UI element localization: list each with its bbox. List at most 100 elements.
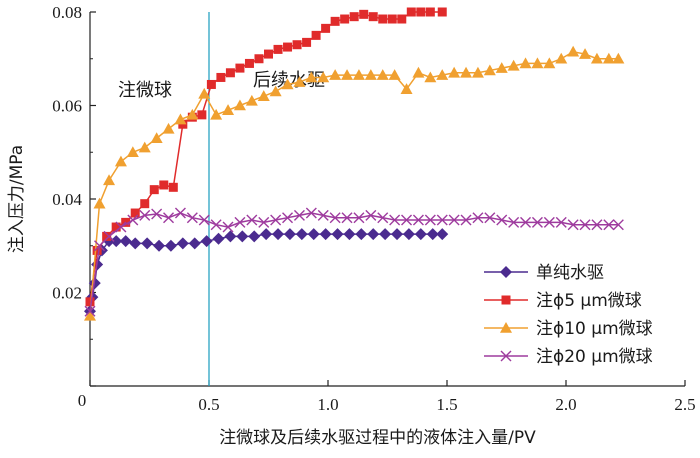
data-point xyxy=(341,69,354,80)
data-point xyxy=(376,69,389,80)
data-point xyxy=(141,237,154,250)
point-stroke xyxy=(198,214,210,226)
series-4 xyxy=(84,207,624,317)
data-point xyxy=(368,12,378,22)
data-point xyxy=(114,155,127,167)
data-point xyxy=(389,214,401,226)
point-stroke xyxy=(151,208,163,220)
data-point xyxy=(269,85,282,97)
data-point xyxy=(567,219,579,231)
data-point xyxy=(200,235,213,248)
data-point xyxy=(129,237,142,250)
data-point xyxy=(186,212,198,224)
point-stroke xyxy=(472,212,484,224)
data-point xyxy=(292,40,302,50)
x-axis-label: 注微球及后续水驱过程中的液体注入量/PV xyxy=(219,428,536,448)
legend-marker xyxy=(501,295,511,305)
data-point xyxy=(236,230,249,243)
data-point xyxy=(352,69,365,80)
data-point xyxy=(387,14,397,24)
data-point xyxy=(331,228,344,241)
data-point xyxy=(225,68,235,78)
data-point xyxy=(388,69,401,80)
point-stroke xyxy=(115,221,127,233)
data-point xyxy=(507,59,520,71)
data-point xyxy=(543,216,555,228)
x-tick-label: 2.5 xyxy=(674,395,695,414)
point-stroke xyxy=(329,212,341,224)
point-stroke xyxy=(508,216,520,228)
data-point xyxy=(282,212,294,224)
data-point xyxy=(448,66,461,78)
legend-label: 单纯水驱 xyxy=(536,263,604,283)
data-point xyxy=(197,110,207,120)
data-point xyxy=(281,78,294,90)
data-point xyxy=(84,305,96,317)
data-point xyxy=(531,216,543,228)
data-point xyxy=(437,7,447,17)
data-point xyxy=(84,309,96,321)
data-point xyxy=(602,52,615,64)
data-point xyxy=(283,42,293,52)
data-point xyxy=(168,182,178,192)
data-point xyxy=(329,212,341,224)
series-line xyxy=(89,212,619,312)
point-stroke xyxy=(579,219,591,231)
data-point xyxy=(343,228,356,241)
data-point xyxy=(555,52,568,64)
series-2 xyxy=(85,7,447,307)
y-tick-label: 0.06 xyxy=(52,97,82,116)
point-stroke xyxy=(520,216,532,228)
data-point xyxy=(340,14,350,24)
data-point xyxy=(496,214,508,226)
data-point xyxy=(590,52,603,64)
data-point xyxy=(139,209,151,221)
point-stroke xyxy=(612,219,624,231)
data-point xyxy=(406,7,416,17)
data-point xyxy=(401,214,413,226)
origin-label: 0 xyxy=(78,391,87,410)
data-point xyxy=(188,237,201,250)
data-point xyxy=(495,62,508,73)
data-point xyxy=(367,228,380,241)
data-point xyxy=(174,113,187,125)
point-stroke xyxy=(270,214,282,226)
data-point xyxy=(543,57,556,69)
y-tick-label: 0.04 xyxy=(52,190,82,209)
point-stroke xyxy=(365,209,377,221)
x-tick-label: 0.5 xyxy=(198,395,219,414)
data-point xyxy=(273,44,283,54)
y-tick-label: 0.08 xyxy=(52,3,82,22)
x-tick-label: 2.0 xyxy=(555,395,576,414)
point-stroke xyxy=(389,214,401,226)
legend-item: 注ϕ5 μm微球 xyxy=(484,291,642,311)
data-point xyxy=(210,219,222,231)
point-stroke xyxy=(484,212,496,224)
point-stroke xyxy=(377,212,389,224)
data-point xyxy=(412,214,424,226)
data-point xyxy=(416,7,426,17)
annotation-label: 注微球 xyxy=(118,80,172,101)
data-point xyxy=(293,76,306,87)
data-point xyxy=(579,48,592,59)
data-point xyxy=(153,239,166,252)
legend-item: 注ϕ10 μm微球 xyxy=(484,319,653,339)
data-point xyxy=(307,228,320,241)
data-point xyxy=(126,146,139,158)
point-stroke xyxy=(186,212,198,224)
data-point xyxy=(264,49,273,59)
data-point xyxy=(206,79,216,89)
data-point xyxy=(159,180,169,190)
data-point xyxy=(305,207,317,219)
point-stroke xyxy=(448,214,460,226)
data-point xyxy=(483,64,496,76)
data-point xyxy=(378,14,388,24)
data-point xyxy=(233,99,246,111)
point-stroke xyxy=(401,214,413,226)
data-point xyxy=(85,297,95,307)
x-tick-label: 1.0 xyxy=(317,395,338,414)
axes-layer: 0.02 0.04 0.06 0.08 0.5 1.0 1.5 2.0 2.5 0 注微球及后续水驱… xyxy=(7,3,696,448)
series-line xyxy=(89,233,443,312)
point-stroke xyxy=(139,209,151,221)
